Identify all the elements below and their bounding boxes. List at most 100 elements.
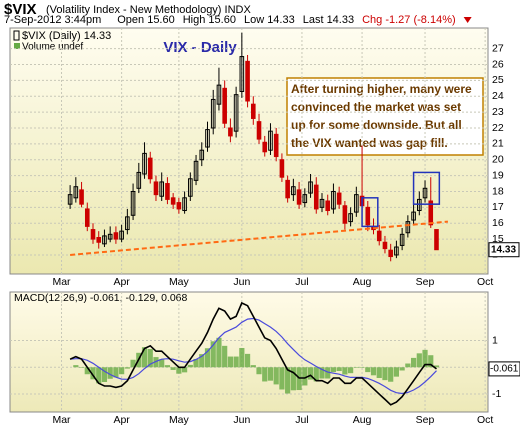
candle-body bbox=[222, 87, 227, 124]
candle-body bbox=[273, 133, 279, 158]
quote-item: Low 14.33 bbox=[244, 14, 295, 26]
histogram-bar bbox=[181, 367, 188, 373]
candle-body bbox=[434, 229, 439, 251]
candle-body bbox=[388, 249, 393, 258]
y-tick-label: 25 bbox=[492, 74, 504, 86]
histogram-bar bbox=[119, 367, 125, 375]
x-tick-label: May bbox=[169, 414, 190, 426]
candle-body bbox=[199, 149, 205, 161]
histogram-bar bbox=[199, 354, 205, 368]
candle-body bbox=[193, 160, 199, 181]
candle-body bbox=[399, 233, 405, 246]
histogram-bar bbox=[244, 353, 251, 368]
histogram-bar bbox=[290, 367, 296, 391]
histogram-bar bbox=[370, 367, 377, 376]
histogram-bar bbox=[193, 358, 199, 368]
trendline bbox=[70, 220, 449, 256]
candle-body bbox=[182, 197, 187, 212]
histogram-bar bbox=[250, 365, 256, 368]
x-tick-label: Oct bbox=[477, 276, 493, 288]
y-tick-label: 20 bbox=[492, 154, 504, 166]
candle-body bbox=[136, 171, 142, 189]
annotation-line: up for some downside. But all bbox=[291, 118, 462, 132]
histogram-bar bbox=[307, 367, 314, 380]
histogram-bar bbox=[319, 367, 325, 379]
histogram-bar bbox=[422, 349, 428, 368]
histogram-bar bbox=[256, 367, 262, 375]
y-tick-label: 15 bbox=[492, 233, 504, 245]
histogram-bar bbox=[101, 367, 108, 382]
histogram-bar bbox=[147, 349, 153, 368]
chart-title: VIX - Daily bbox=[163, 39, 237, 56]
y-tick-label: 17 bbox=[492, 201, 504, 213]
histogram-bar bbox=[107, 367, 113, 379]
histogram-bar bbox=[393, 367, 400, 377]
candle-body bbox=[210, 98, 216, 129]
histogram-bar bbox=[141, 347, 148, 368]
legend-price: $VIX (Daily) 14.33 bbox=[22, 30, 111, 42]
y-tick-label: 27 bbox=[492, 42, 504, 54]
candle-body bbox=[147, 157, 153, 180]
quote-item: High 15.60 bbox=[183, 14, 236, 26]
candle-body bbox=[268, 130, 273, 151]
candle-body bbox=[125, 216, 130, 231]
candle-body bbox=[405, 221, 411, 234]
candle-body bbox=[159, 181, 165, 197]
x-tick-label: Mar bbox=[52, 276, 71, 288]
candle-body bbox=[165, 183, 170, 200]
legend-icon bbox=[14, 43, 20, 49]
candle-body bbox=[107, 233, 113, 240]
histogram-bar bbox=[348, 367, 354, 374]
histogram-bar bbox=[405, 363, 411, 368]
candle-body bbox=[376, 230, 382, 242]
candle-body bbox=[153, 181, 159, 196]
candle-body bbox=[331, 190, 336, 210]
candle-body bbox=[313, 184, 319, 210]
y-tick-label: 24 bbox=[492, 90, 504, 102]
candle-body bbox=[394, 246, 399, 256]
x-tick-label: Apr bbox=[113, 414, 130, 426]
candle-body bbox=[90, 229, 96, 240]
x-tick-label: Sep bbox=[416, 276, 435, 288]
candle-body bbox=[256, 121, 262, 140]
histogram-bar bbox=[359, 367, 365, 368]
histogram-bar bbox=[96, 367, 102, 384]
annotation-line: convinced the market was set bbox=[291, 100, 461, 114]
candle-body bbox=[176, 202, 182, 210]
annotation-box bbox=[286, 77, 484, 156]
quote-item: 7-Sep-2012 3:44pm bbox=[4, 14, 101, 26]
candle-body bbox=[382, 241, 388, 250]
histogram-bar bbox=[399, 367, 405, 371]
candle-body bbox=[285, 179, 290, 199]
candle-body bbox=[325, 200, 331, 212]
x-tick-label: Aug bbox=[353, 276, 372, 288]
candle-body bbox=[228, 127, 233, 137]
highlight-box bbox=[361, 197, 379, 228]
candle-body bbox=[250, 103, 256, 119]
x-tick-label: Jun bbox=[233, 414, 250, 426]
histogram-bar bbox=[233, 356, 239, 368]
y-tick-label: 18 bbox=[492, 185, 504, 197]
histogram-bar bbox=[73, 365, 79, 368]
symbol-name: (Volatility Index - New Methodology) IND… bbox=[46, 4, 251, 16]
histogram-bar bbox=[78, 367, 85, 368]
legend-macd: MACD(12,26,9) -0.061, -0.129, 0.068 bbox=[14, 292, 188, 304]
candle-body bbox=[73, 186, 79, 199]
annotation: After turning higher, many were convinced… bbox=[291, 82, 472, 150]
histogram-bar bbox=[336, 367, 342, 372]
y-tick-label: 21 bbox=[492, 138, 504, 150]
candle-body bbox=[239, 56, 245, 92]
candle-body bbox=[319, 198, 325, 208]
candle-body bbox=[296, 189, 302, 205]
candle-body bbox=[170, 197, 176, 205]
candle-body bbox=[302, 194, 308, 204]
y-tick-label: 19 bbox=[492, 169, 504, 181]
histogram-bar bbox=[84, 367, 90, 375]
x-tick-label: Jul bbox=[295, 276, 308, 288]
histogram-bar bbox=[210, 341, 216, 368]
candle-body bbox=[216, 84, 222, 105]
histogram-bar bbox=[170, 367, 176, 370]
histogram-bar bbox=[342, 367, 348, 375]
y-tick-label: -1 bbox=[492, 388, 501, 400]
histogram-bar bbox=[433, 365, 440, 368]
